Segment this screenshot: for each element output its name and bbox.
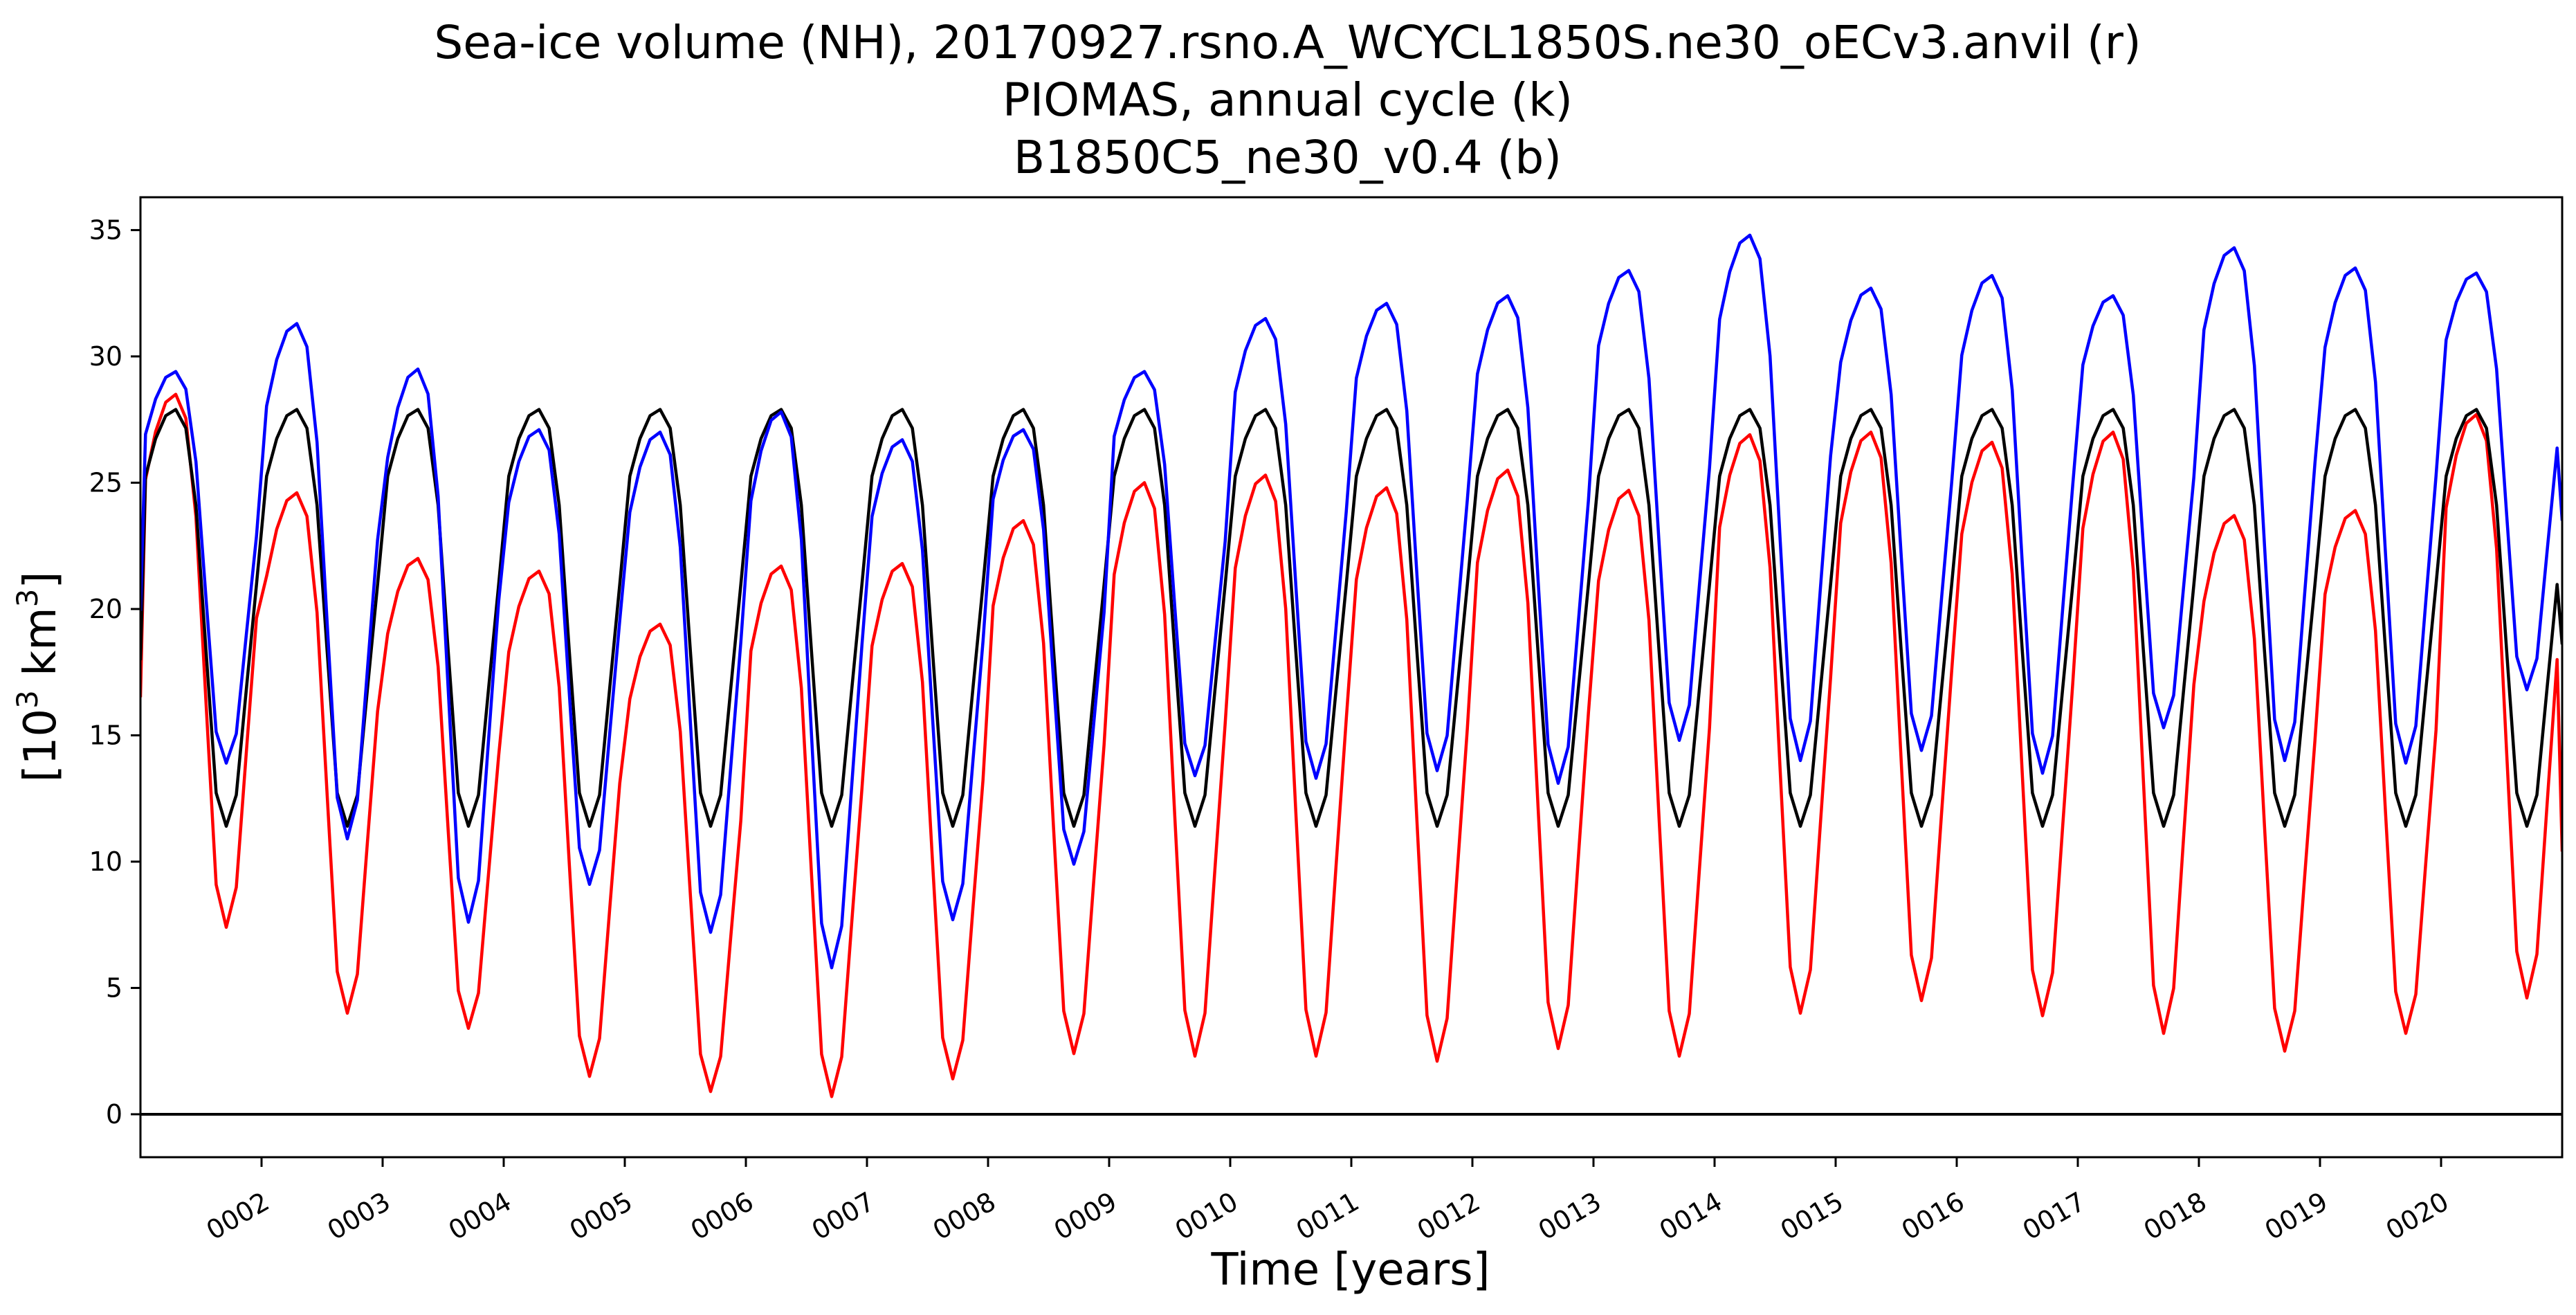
y-tick-label-35: 35 [89, 215, 122, 245]
y-tick-label-30: 30 [89, 341, 122, 372]
x-tick-label-0018: 0018 [2139, 1186, 2212, 1246]
series-line-1 [140, 408, 2562, 828]
series-lines [140, 233, 2562, 1098]
y-axis-label-unit: km [15, 607, 66, 690]
x-axis-label: Time [years] [1210, 1244, 1490, 1296]
x-tick-label-0020: 0020 [2381, 1186, 2454, 1246]
y-tick-label-20: 20 [89, 594, 122, 624]
x-tick-label-0011: 0011 [1291, 1186, 1364, 1246]
x-tick-label-0005: 0005 [565, 1186, 638, 1246]
x-tick-label-0016: 0016 [1897, 1186, 1970, 1246]
x-tick-label-0013: 0013 [1533, 1186, 1607, 1246]
x-tick-label-0002: 0002 [201, 1186, 275, 1246]
y-axis-label-exponent: 3 [10, 690, 44, 709]
x-tick-label-0019: 0019 [2260, 1186, 2333, 1246]
x-tick-label-0014: 0014 [1654, 1186, 1728, 1246]
x-tick-label-0010: 0010 [1170, 1186, 1243, 1246]
y-tick-label-10: 10 [89, 846, 122, 877]
x-tick-label-0012: 0012 [1412, 1186, 1486, 1246]
chart-title-line-1: Sea-ice volume (NH), 20170927.rsno.A_WCY… [434, 16, 2141, 69]
x-tick-label-0008: 0008 [928, 1186, 1001, 1246]
y-axis-label-end: ] [15, 572, 66, 589]
y-tick-label-5: 5 [106, 972, 122, 1003]
series-line-0 [140, 392, 2562, 1098]
x-tick-label-0004: 0004 [444, 1186, 517, 1246]
y-axis-label: [103 km3] [10, 572, 66, 783]
x-axis-ticks: 0002 0003 0004 0005 0006 0007 0008 0009 0010 0011… [201, 1157, 2454, 1246]
x-tick-label-0006: 0006 [686, 1186, 759, 1246]
x-tick-label-0007: 0007 [807, 1186, 880, 1246]
x-tick-label-0015: 0015 [1775, 1186, 1849, 1246]
plot-frame [139, 196, 2564, 1159]
y-tick-label-0: 0 [106, 1099, 122, 1130]
y-tick-label-25: 25 [89, 467, 122, 498]
series-line-2 [140, 233, 2562, 970]
chart-title-line-3: B1850C5_ne30_v0.4 (b) [1014, 131, 1562, 184]
y-axis-label-unit-exponent: 3 [10, 589, 44, 608]
x-tick-label-0003: 0003 [322, 1186, 396, 1246]
chart-title-line-2: PIOMAS, annual cycle (k) [1003, 73, 1573, 127]
x-tick-label-0017: 0017 [2018, 1186, 2091, 1246]
y-axis-label-base: [10 [15, 709, 66, 782]
x-tick-label-0009: 0009 [1049, 1186, 1122, 1246]
y-axis-ticks: 0 5 10 15 20 25 30 35 [89, 215, 140, 1130]
y-tick-label-15: 15 [89, 720, 122, 750]
